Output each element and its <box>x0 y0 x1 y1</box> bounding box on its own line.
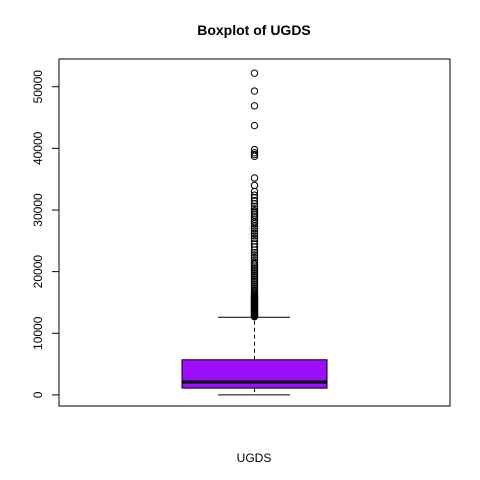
y-tick-label: 30000 <box>31 193 45 227</box>
outlier-point <box>250 205 259 213</box>
outlier-point <box>250 237 259 245</box>
outlier-point <box>250 229 259 238</box>
y-tick-label: 50000 <box>31 70 45 104</box>
y-tick-label: 0 <box>31 391 45 398</box>
outlier-point <box>250 181 259 190</box>
iqr-box <box>181 359 328 389</box>
outlier-point <box>250 251 259 259</box>
chart-title: Boxplot of UGDS <box>197 22 311 38</box>
outlier-point <box>250 256 259 264</box>
outlier-point <box>250 191 259 199</box>
outlier-point <box>250 197 259 205</box>
outlier-point <box>250 227 259 235</box>
outlier-point <box>250 87 259 95</box>
y-axis: 0 10000 20000 30000 40000 50000 <box>31 70 60 398</box>
outlier-point <box>250 258 259 267</box>
outlier-point <box>250 148 259 157</box>
outlier-point <box>250 102 259 110</box>
y-tick-label: 10000 <box>31 316 45 350</box>
outlier-point <box>250 69 259 77</box>
outlier-point <box>250 248 259 257</box>
outlier-point <box>250 121 259 130</box>
outlier-point <box>250 174 259 182</box>
outlier-point <box>250 232 259 240</box>
y-tick-label: 40000 <box>31 131 45 165</box>
outlier-point <box>250 234 259 243</box>
outlier-point <box>250 207 259 215</box>
plot-area <box>181 69 328 396</box>
outlier-point <box>250 240 259 248</box>
outlier-point <box>250 202 259 211</box>
outlier-point <box>250 253 259 262</box>
y-tick-label: 20000 <box>31 255 45 289</box>
x-axis-label: UGDS <box>237 451 272 465</box>
outlier-point <box>250 145 259 154</box>
